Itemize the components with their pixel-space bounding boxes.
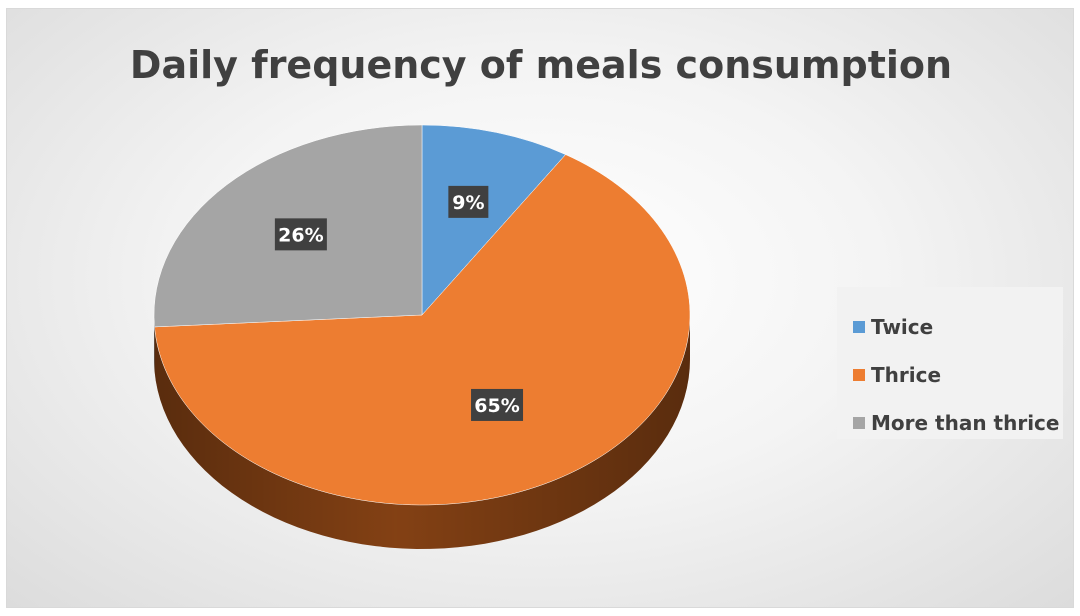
pie-tops [154, 125, 690, 505]
data-label-text-more-than-thrice: 26% [278, 224, 323, 246]
legend-label-thrice: Thrice [871, 363, 941, 387]
data-label-text-thrice: 65% [474, 395, 519, 417]
legend: Twice Thrice More than thrice [837, 287, 1063, 439]
legend-swatch-thrice [853, 369, 865, 381]
data-label-text-twice: 9% [452, 192, 484, 214]
legend-item-more-than-thrice: More than thrice [837, 399, 1063, 447]
data-label-twice: 9% [448, 186, 488, 218]
legend-label-twice: Twice [871, 315, 933, 339]
legend-swatch-twice [853, 321, 865, 333]
chart-area: Daily frequency of meals consumption 9% 6… [6, 8, 1074, 608]
legend-item-twice: Twice [837, 303, 1063, 351]
data-label-more-than-thrice: 26% [275, 218, 327, 250]
legend-swatch-more-than-thrice [853, 417, 865, 429]
data-label-thrice: 65% [471, 389, 523, 421]
legend-label-more-than-thrice: More than thrice [871, 411, 1059, 435]
legend-item-thrice: Thrice [837, 351, 1063, 399]
